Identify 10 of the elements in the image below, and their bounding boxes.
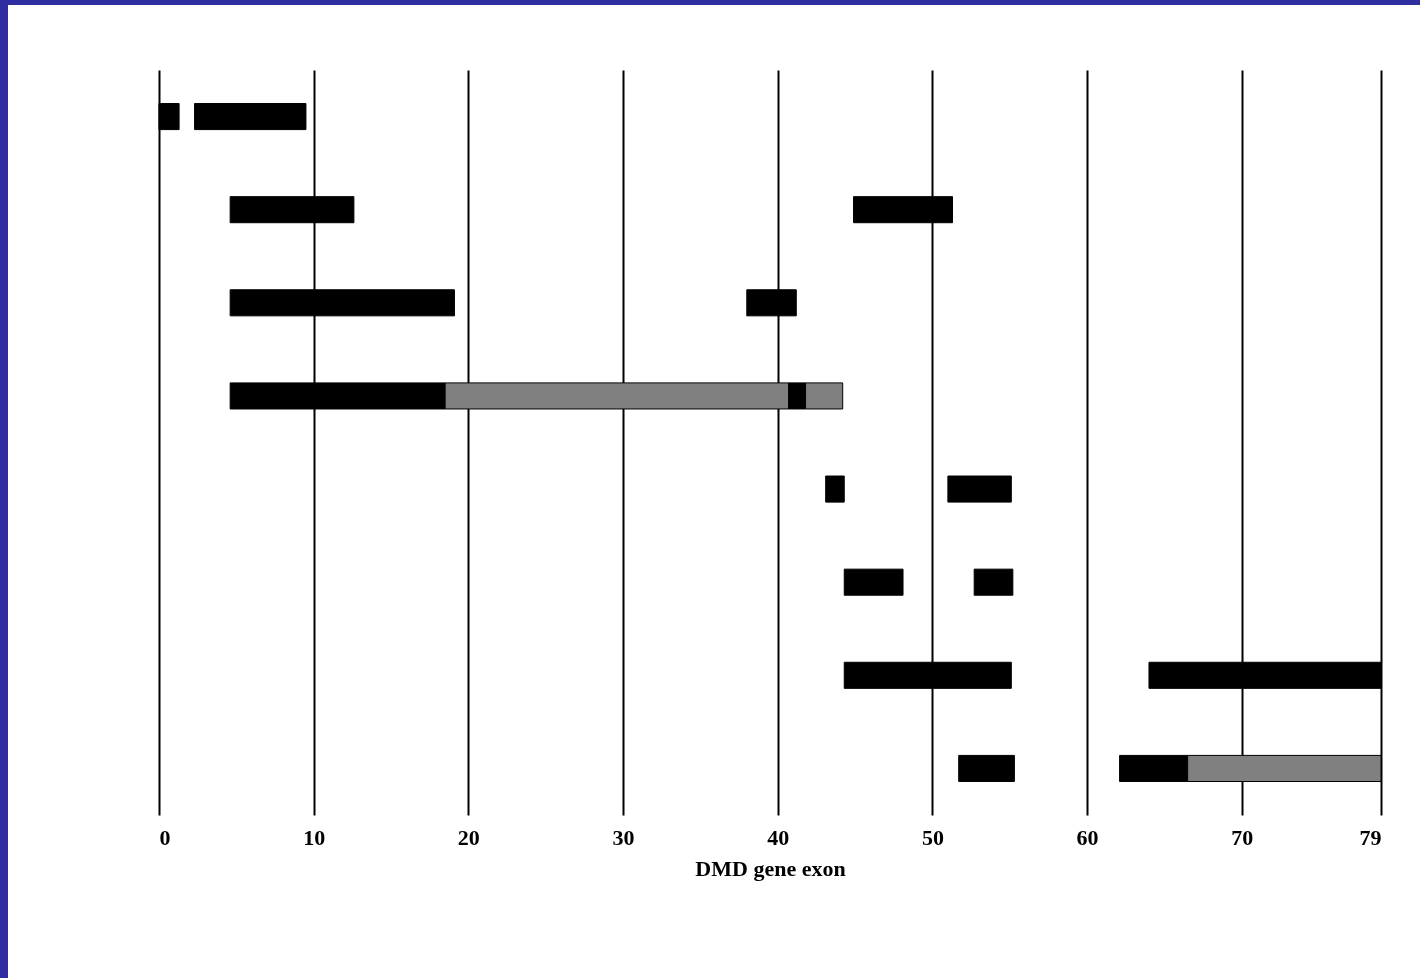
x-tick-label: 10 [303,824,326,850]
x-tick-label: 0 [159,824,171,850]
x-tick-label: 60 [1076,824,1099,850]
x-tick-label: 20 [457,824,480,850]
x-tick-label: 40 [767,824,790,850]
x-tick-label: 79 [1359,824,1382,850]
x-axis-title: DMD gene exon [695,855,846,881]
x-tick-label: 30 [612,824,635,850]
x-tick-label: 70 [1231,824,1254,850]
x-tick-label: 50 [921,824,944,850]
